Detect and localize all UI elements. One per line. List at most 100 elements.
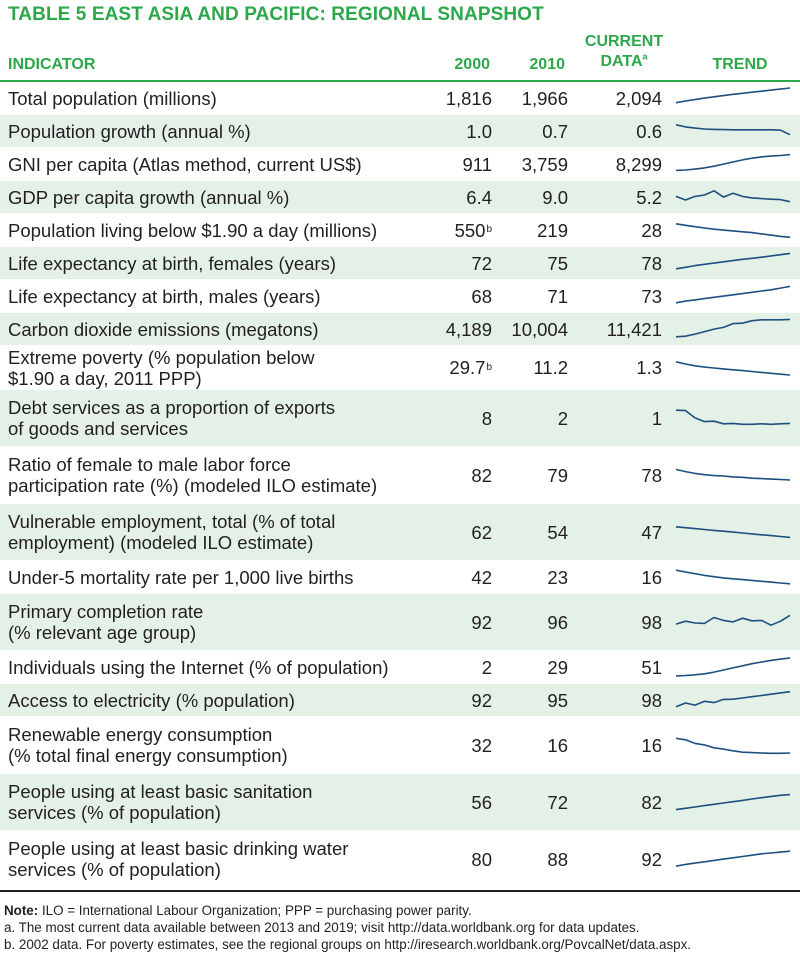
trend-sparkline bbox=[674, 185, 792, 210]
value-2010: 79 bbox=[547, 464, 568, 486]
trend-line bbox=[675, 614, 791, 626]
value-current: 2,094 bbox=[615, 87, 662, 109]
value-2000-text: 42 bbox=[471, 566, 492, 588]
value-current: 16 bbox=[641, 734, 662, 756]
note-line: Note: ILO = International Labour Organiz… bbox=[4, 902, 796, 919]
footnote-a-marker: a bbox=[642, 51, 648, 62]
value-current: 98 bbox=[641, 689, 662, 711]
table-row: Life expectancy at birth, females (years… bbox=[0, 247, 800, 280]
value-2000-text: 911 bbox=[462, 153, 493, 175]
table-row: People using at least basic drinking wat… bbox=[0, 831, 800, 888]
trend-sparkline bbox=[674, 406, 792, 432]
value-current: 11,421 bbox=[606, 318, 662, 340]
table-row: Debt services as a proportion of exports… bbox=[0, 390, 800, 447]
table-row: Carbon dioxide emissions (megatons) 4,189… bbox=[0, 313, 800, 346]
value-2010: 88 bbox=[547, 848, 568, 870]
trend-line bbox=[675, 569, 791, 585]
trend-line bbox=[675, 190, 791, 203]
trend-sparkline bbox=[674, 688, 792, 713]
trend-sparkline bbox=[674, 218, 792, 243]
table-body: Total population (millions) 1,816 1,966 2,0… bbox=[0, 82, 800, 888]
value-2000-text: 2 bbox=[481, 656, 492, 678]
value-current: 92 bbox=[641, 848, 662, 870]
value-2010: 1,966 bbox=[521, 87, 568, 109]
value-2000: 1,816 bbox=[400, 82, 492, 114]
trend-line bbox=[675, 318, 791, 338]
trend-sparkline bbox=[674, 565, 792, 590]
trend-sparkline bbox=[674, 152, 792, 177]
trend-line bbox=[675, 153, 791, 172]
trend-line bbox=[675, 737, 791, 754]
value-2010: 96 bbox=[547, 611, 568, 633]
trend-line bbox=[675, 223, 791, 238]
table-row: Population growth (annual %) 1.0 0.7 0.6 bbox=[0, 115, 800, 148]
trend-line bbox=[675, 468, 791, 481]
value-2000: 911 bbox=[400, 148, 493, 180]
indicator-label: Population growth (annual %) bbox=[8, 120, 251, 142]
trend-sparkline bbox=[674, 317, 792, 342]
value-2000-text: 92 bbox=[471, 689, 492, 711]
trend-line bbox=[675, 252, 791, 270]
trend-line bbox=[675, 849, 791, 867]
value-2010: 71 bbox=[547, 285, 568, 307]
value-2000: 56 bbox=[400, 774, 492, 830]
value-2000: 42 bbox=[400, 561, 492, 593]
value-2000: 4,189 bbox=[400, 313, 492, 345]
column-header-indicator: INDICATOR bbox=[8, 56, 96, 73]
value-current: 5.2 bbox=[636, 186, 662, 208]
indicator-label: Carbon dioxide emissions (megatons) bbox=[8, 318, 319, 340]
indicator-label: Total population (millions) bbox=[8, 87, 217, 109]
trend-sparkline bbox=[674, 733, 792, 759]
trend-sparkline bbox=[674, 847, 792, 873]
value-2010: 29 bbox=[547, 656, 568, 678]
indicator-label: People using at least basic sanitation s… bbox=[8, 781, 313, 823]
table-row: Renewable energy consumption (% total fi… bbox=[0, 717, 800, 774]
value-2010: 54 bbox=[547, 521, 568, 543]
value-2010: 10,004 bbox=[511, 318, 568, 340]
value-2010: 75 bbox=[547, 252, 568, 274]
table-row: Individuals using the Internet (% of pop… bbox=[0, 651, 800, 684]
value-2000-text: 6.4 bbox=[466, 186, 492, 208]
value-current: 0.6 bbox=[636, 120, 662, 142]
indicator-label: Life expectancy at birth, males (years) bbox=[8, 285, 321, 307]
indicator-label: Under-5 mortality rate per 1,000 live bi… bbox=[8, 566, 354, 588]
trend-line bbox=[675, 525, 791, 538]
value-2010: 0.7 bbox=[542, 120, 568, 142]
value-current: 51 bbox=[641, 656, 662, 678]
value-2000-text: 4,189 bbox=[445, 318, 492, 340]
value-current: 47 bbox=[641, 521, 662, 543]
trend-sparkline bbox=[674, 284, 792, 309]
trend-sparkline bbox=[674, 520, 792, 546]
value-2000-text: 62 bbox=[471, 521, 492, 543]
value-2000: 82 bbox=[400, 447, 492, 503]
value-current: 98 bbox=[641, 611, 662, 633]
header-rule bbox=[0, 80, 800, 82]
indicator-label: Extreme poverty (% population below $1.9… bbox=[8, 346, 315, 389]
footnotes: Note: ILO = International Labour Organiz… bbox=[4, 902, 796, 953]
trend-sparkline bbox=[674, 355, 792, 381]
table-row: Total population (millions) 1,816 1,966 2,0… bbox=[0, 82, 800, 115]
value-2000-text: 1.0 bbox=[466, 120, 492, 142]
current-data-text: DATA bbox=[600, 53, 643, 70]
value-2000-text: 29.7 bbox=[449, 357, 486, 378]
value-2000-text: 8 bbox=[481, 407, 492, 429]
column-header-trend: TREND bbox=[712, 56, 768, 73]
value-2000: 2 bbox=[400, 651, 492, 683]
table-row: GDP per capita growth (annual %) 6.4 9.0 5.… bbox=[0, 181, 800, 214]
trend-line bbox=[675, 690, 791, 708]
value-2000-text: 68 bbox=[471, 285, 492, 307]
value-2000: 80 bbox=[400, 831, 492, 887]
value-2000-text: 1,816 bbox=[445, 87, 492, 109]
trend-line bbox=[675, 87, 791, 104]
column-header-2010: 2010 bbox=[529, 56, 565, 73]
value-2010: 219 bbox=[537, 219, 568, 241]
value-2010: 72 bbox=[547, 791, 568, 813]
indicator-label: Individuals using the Internet (% of pop… bbox=[8, 656, 389, 678]
indicator-label: Life expectancy at birth, females (years… bbox=[8, 252, 337, 274]
value-current: 1.3 bbox=[636, 357, 662, 378]
column-header-current-line2: DATAa bbox=[574, 52, 674, 72]
value-2010: 23 bbox=[547, 566, 568, 588]
value-2000: 72 bbox=[400, 247, 492, 279]
table-row: Population living below $1.90 a day (mil… bbox=[0, 214, 800, 247]
value-current: 82 bbox=[641, 791, 662, 813]
